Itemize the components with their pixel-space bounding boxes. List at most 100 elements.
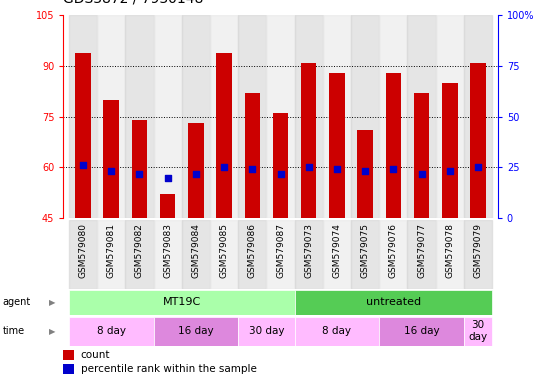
Bar	[408, 15, 436, 218]
Text: GSM579077: GSM579077	[417, 223, 426, 278]
Point	[446, 169, 454, 175]
Bar	[464, 220, 492, 289]
Bar	[358, 130, 373, 218]
Bar	[436, 15, 464, 218]
Bar	[238, 15, 266, 218]
Point	[248, 166, 257, 172]
Text: time: time	[3, 326, 25, 336]
Bar	[63, 349, 74, 359]
Bar	[295, 220, 323, 289]
Point	[219, 164, 228, 170]
Bar	[69, 15, 97, 218]
Text: GSM579083: GSM579083	[163, 223, 172, 278]
Point	[389, 166, 398, 172]
Text: 16 day: 16 day	[178, 326, 213, 336]
Text: GSM579087: GSM579087	[276, 223, 285, 278]
Bar	[379, 317, 464, 346]
Bar	[63, 364, 74, 374]
Bar	[295, 317, 380, 346]
Point	[79, 162, 87, 169]
Bar	[295, 290, 492, 315]
Bar	[182, 15, 210, 218]
Bar	[97, 15, 125, 218]
Bar	[323, 220, 351, 289]
Text: percentile rank within the sample: percentile rank within the sample	[81, 364, 256, 374]
Bar	[295, 15, 323, 218]
Bar	[125, 15, 153, 218]
Point	[135, 170, 144, 177]
Text: GSM579080: GSM579080	[79, 223, 87, 278]
Text: MT19C: MT19C	[163, 297, 201, 308]
Text: 8 day: 8 day	[97, 326, 126, 336]
Bar	[131, 120, 147, 218]
Point	[276, 170, 285, 177]
Text: GSM579084: GSM579084	[191, 223, 200, 278]
Text: GSM579085: GSM579085	[219, 223, 229, 278]
Text: 8 day: 8 day	[322, 326, 351, 336]
Bar	[408, 220, 436, 289]
Bar	[153, 220, 182, 289]
Bar	[464, 317, 492, 346]
Bar	[188, 124, 204, 218]
Text: GSM579074: GSM579074	[332, 223, 342, 278]
Text: GDS3872 / 7930148: GDS3872 / 7930148	[63, 0, 204, 6]
Point	[163, 174, 172, 180]
Text: untreated: untreated	[366, 297, 421, 308]
Text: GSM579076: GSM579076	[389, 223, 398, 278]
Bar	[210, 15, 238, 218]
Bar	[103, 100, 119, 218]
Point	[474, 164, 482, 170]
Text: 30
day: 30 day	[469, 320, 487, 342]
Bar	[436, 220, 464, 289]
Bar	[69, 290, 295, 315]
Bar	[464, 15, 492, 218]
Bar	[69, 317, 153, 346]
Text: GSM579086: GSM579086	[248, 223, 257, 278]
Text: ▶: ▶	[49, 298, 56, 307]
Text: GSM579079: GSM579079	[474, 223, 482, 278]
Bar	[329, 73, 345, 218]
Point	[107, 169, 116, 175]
Text: GSM579081: GSM579081	[107, 223, 116, 278]
Bar	[323, 15, 351, 218]
Bar	[97, 220, 125, 289]
Point	[191, 170, 200, 177]
Bar	[414, 93, 430, 218]
Bar	[238, 317, 295, 346]
Bar	[386, 73, 401, 218]
Bar	[75, 53, 91, 218]
Text: ▶: ▶	[49, 327, 56, 336]
Text: GSM579073: GSM579073	[304, 223, 313, 278]
Bar	[125, 220, 153, 289]
Text: GSM579078: GSM579078	[446, 223, 454, 278]
Bar	[216, 53, 232, 218]
Point	[361, 169, 370, 175]
Point	[304, 164, 313, 170]
Bar	[245, 93, 260, 218]
Bar	[153, 15, 182, 218]
Bar	[351, 15, 380, 218]
Bar	[273, 113, 288, 218]
Bar	[153, 317, 238, 346]
Point	[333, 166, 342, 172]
Bar	[160, 194, 175, 218]
Bar	[470, 63, 486, 218]
Bar	[442, 83, 458, 218]
Text: GSM579075: GSM579075	[361, 223, 370, 278]
Bar	[379, 15, 408, 218]
Text: count: count	[81, 350, 110, 360]
Bar	[182, 220, 210, 289]
Bar	[351, 220, 380, 289]
Bar	[266, 220, 295, 289]
Bar	[238, 220, 266, 289]
Text: 16 day: 16 day	[404, 326, 439, 336]
Bar	[69, 220, 97, 289]
Bar	[266, 15, 295, 218]
Text: 30 day: 30 day	[249, 326, 284, 336]
Bar	[379, 220, 408, 289]
Point	[417, 170, 426, 177]
Text: GSM579082: GSM579082	[135, 223, 144, 278]
Text: agent: agent	[3, 297, 31, 308]
Bar	[301, 63, 316, 218]
Bar	[210, 220, 238, 289]
